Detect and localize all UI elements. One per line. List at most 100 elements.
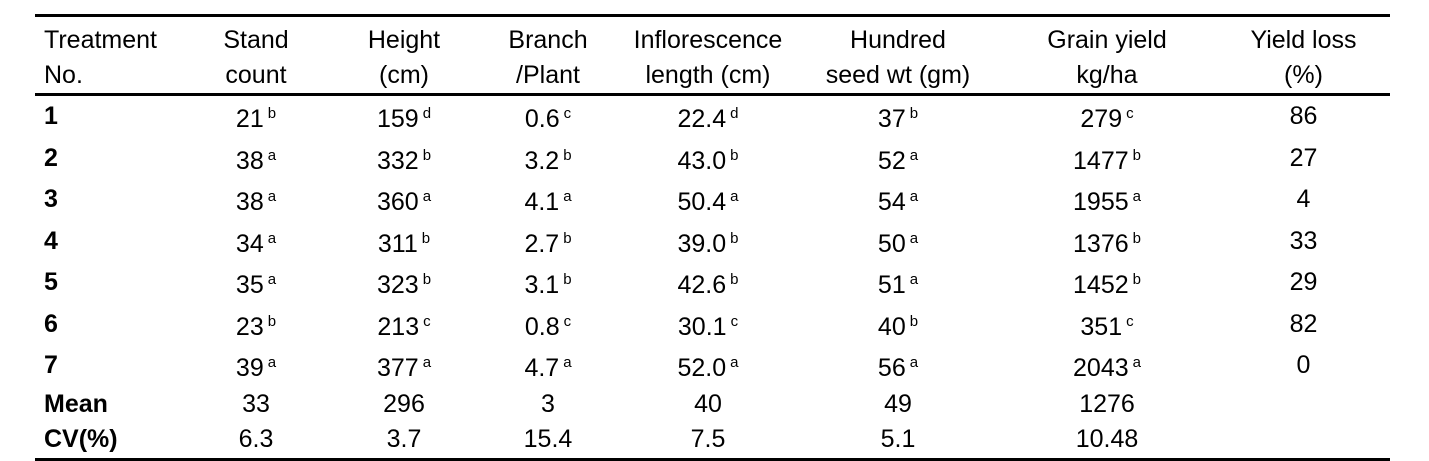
- cell-value: 311: [377, 229, 418, 258]
- column-header: Hundred: [799, 14, 997, 58]
- treatment-label: CV(%): [35, 422, 183, 461]
- significance-letter: a: [563, 354, 572, 371]
- table-cell: [1217, 387, 1390, 423]
- cell-value: 49: [884, 389, 912, 418]
- significance-letter: b: [422, 146, 432, 164]
- significance-letter: b: [422, 271, 432, 288]
- cell-value: 1477: [1073, 146, 1129, 175]
- table-cell: 4: [1217, 179, 1390, 221]
- significance-letter: c: [423, 312, 431, 330]
- table-cell: 1276: [997, 387, 1217, 423]
- cell-value: 0: [1296, 351, 1311, 379]
- table-cell: 213 c: [329, 304, 479, 346]
- cell-value: 56: [877, 354, 906, 382]
- table-cell: 1477 b: [997, 138, 1217, 180]
- cell-value: 33: [1289, 226, 1318, 255]
- significance-letter: b: [563, 146, 572, 164]
- cell-value: 27: [1289, 143, 1318, 172]
- table-cell: 2.7 b: [479, 221, 617, 263]
- cell-value: 6.3: [238, 425, 274, 453]
- table-cell: 21 b: [183, 95, 329, 138]
- table-cell: 43.0 b: [617, 138, 799, 180]
- cell-value: 213: [377, 312, 420, 341]
- table-cell: 4.1 a: [479, 179, 617, 221]
- table-cell: 82: [1217, 304, 1390, 346]
- cell-value: 1955: [1073, 188, 1129, 216]
- cell-value: 296: [383, 389, 425, 418]
- significance-letter: a: [909, 354, 919, 371]
- significance-letter: b: [1132, 229, 1141, 247]
- cell-value: 82: [1289, 309, 1318, 338]
- significance-letter: a: [909, 146, 919, 164]
- table-cell: 3: [479, 387, 617, 423]
- cell-value: 5.1: [880, 425, 916, 453]
- column-header: Inflorescence: [617, 14, 799, 58]
- table-row: 2 38 a 332 b 3.2 b 43.0 b 52 a 1477 b 27: [35, 138, 1390, 180]
- significance-letter: a: [1132, 354, 1141, 371]
- column-header: No.: [35, 58, 183, 96]
- cell-value: 3.1: [524, 271, 560, 299]
- table-cell: 38 a: [183, 138, 329, 180]
- significance-letter: a: [909, 229, 919, 247]
- cell-value: 279: [1080, 105, 1123, 133]
- cell-value: 22.4: [677, 105, 727, 133]
- significance-letter: b: [730, 229, 739, 247]
- cell-value: 360: [376, 188, 419, 216]
- table-cell: 39 a: [183, 345, 329, 387]
- table-cell: 35 a: [183, 262, 329, 304]
- cell-value: 52.0: [677, 354, 727, 382]
- table-cell: 56 a: [799, 345, 997, 387]
- cell-value: 0.6: [524, 105, 560, 133]
- significance-letter: c: [563, 312, 572, 330]
- cell-value: 323: [376, 271, 419, 299]
- header-row-1: Treatment Stand Height Branch Inflorescence H…: [35, 14, 1390, 58]
- column-header: Stand: [183, 14, 329, 58]
- table-cell: 51 a: [799, 262, 997, 304]
- significance-letter: a: [909, 271, 919, 288]
- table-row: 7 39 a 377 a 4.7 a 52.0 a 56 a 2043 a 0: [35, 345, 1390, 387]
- cell-value: 43.0: [677, 146, 727, 175]
- cell-value: 15.4: [523, 425, 573, 453]
- cell-value: 86: [1289, 102, 1318, 130]
- table-cell: 332 b: [329, 138, 479, 180]
- cell-value: 3: [541, 389, 555, 418]
- table-cell: 0.6 c: [479, 95, 617, 138]
- cell-value: 30.1: [677, 312, 727, 341]
- cell-value: 39: [235, 354, 264, 382]
- treatment-label: 1: [44, 102, 58, 130]
- cell-value: 40: [694, 389, 722, 418]
- treatment-label: Mean: [44, 389, 108, 418]
- table-cell: 311 b: [329, 221, 479, 263]
- cell-value: 4: [1296, 185, 1311, 213]
- table-cell: 50.4 a: [617, 179, 799, 221]
- table-cell: 7.5: [617, 422, 799, 461]
- treatment-label: 3: [44, 185, 58, 213]
- cell-value: 51: [877, 271, 906, 299]
- table-row: 3 38 a 360 a 4.1 a 50.4 a 54 a 1955 a 4: [35, 179, 1390, 221]
- cell-value: 1376: [1073, 229, 1129, 258]
- cell-value: 2.7: [524, 229, 560, 258]
- cell-value: 38: [235, 146, 264, 175]
- significance-letter: a: [267, 354, 277, 371]
- table-cell: 4.7 a: [479, 345, 617, 387]
- treatment-label: 2: [44, 143, 58, 172]
- table-cell: 33: [183, 387, 329, 423]
- table-cell: 1452 b: [997, 262, 1217, 304]
- table-cell: 37 b: [799, 95, 997, 138]
- table-cell: 360 a: [329, 179, 479, 221]
- cell-value: 3.7: [386, 425, 422, 453]
- column-header: Yield loss: [1217, 14, 1390, 58]
- significance-letter: b: [267, 105, 277, 122]
- table-cell: 86: [1217, 95, 1390, 138]
- significance-letter: b: [563, 271, 572, 288]
- table-cell: 296: [329, 387, 479, 423]
- table-cell: 159 d: [329, 95, 479, 138]
- table-cell: 40 b: [799, 304, 997, 346]
- significance-letter: c: [730, 312, 739, 330]
- table-cell: 33: [1217, 221, 1390, 263]
- significance-letter: d: [422, 105, 432, 122]
- significance-letter: a: [267, 146, 277, 164]
- significance-letter: a: [422, 354, 432, 371]
- significance-letter: a: [1132, 188, 1141, 205]
- table-row: CV(%) 6.3 3.7 15.4 7.5 5.1 10.48: [35, 422, 1390, 461]
